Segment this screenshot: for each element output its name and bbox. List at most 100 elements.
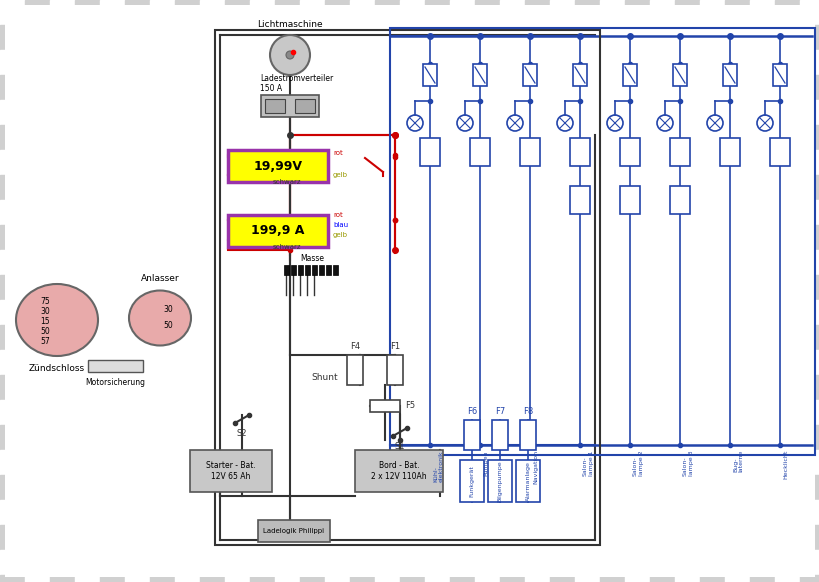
Bar (574, 250, 600, 275)
Bar (724, 0, 749, 25)
Bar (274, 475, 300, 500)
Bar (300, 200, 324, 225)
Bar (300, 525, 324, 550)
Bar (75, 350, 100, 375)
Bar (424, 250, 450, 275)
Bar (75, 150, 100, 175)
Bar (75, 500, 100, 525)
Bar (224, 550, 250, 575)
Bar (75, 250, 100, 275)
Bar (699, 450, 724, 475)
Bar (799, 150, 819, 175)
Bar (224, 375, 250, 400)
Bar (400, 225, 424, 250)
Bar (50, 0, 75, 25)
Bar (574, 300, 600, 325)
Bar (124, 350, 150, 375)
Bar (500, 550, 524, 575)
Bar (500, 525, 524, 550)
Bar (474, 50, 500, 75)
Bar (699, 100, 724, 125)
Bar (649, 50, 674, 75)
Bar (649, 325, 674, 350)
Bar (350, 300, 374, 325)
Bar (350, 450, 374, 475)
Bar (574, 100, 600, 125)
Bar (424, 0, 450, 25)
Bar (600, 475, 624, 500)
Bar (75, 125, 100, 150)
Bar (25, 125, 50, 150)
Bar (674, 200, 699, 225)
Ellipse shape (16, 284, 98, 356)
Bar (324, 300, 350, 325)
Bar (749, 150, 774, 175)
Bar (749, 50, 774, 75)
Bar (274, 250, 300, 275)
Text: Pumpen: Pumpen (482, 450, 487, 475)
Bar (150, 450, 174, 475)
Bar (574, 325, 600, 350)
Bar (699, 200, 724, 225)
Bar (25, 575, 50, 582)
Bar (400, 475, 424, 500)
Bar (473, 64, 486, 86)
Bar (174, 325, 200, 350)
Bar (0, 150, 25, 175)
Bar (569, 186, 590, 214)
Bar (200, 425, 224, 450)
Bar (450, 75, 474, 100)
Text: schwarz: schwarz (273, 244, 301, 250)
Bar (274, 550, 300, 575)
Bar (424, 50, 450, 75)
Bar (100, 250, 124, 275)
Bar (250, 275, 274, 300)
Bar (724, 400, 749, 425)
Bar (50, 575, 75, 582)
Bar (674, 375, 699, 400)
Bar (474, 100, 500, 125)
Bar (50, 325, 75, 350)
Bar (699, 125, 724, 150)
Bar (674, 425, 699, 450)
Bar (200, 450, 224, 475)
Bar (624, 375, 649, 400)
Bar (474, 575, 500, 582)
Bar (75, 425, 100, 450)
Bar (400, 175, 424, 200)
Bar (699, 175, 724, 200)
Bar (450, 575, 474, 582)
Bar (574, 50, 600, 75)
Bar (550, 550, 574, 575)
Bar (469, 138, 490, 166)
Bar (300, 475, 324, 500)
Bar (350, 425, 374, 450)
Bar (600, 450, 624, 475)
Bar (474, 350, 500, 375)
Text: gelb: gelb (333, 172, 347, 178)
Bar (724, 150, 749, 175)
Bar (749, 550, 774, 575)
Bar (50, 475, 75, 500)
Bar (374, 375, 400, 400)
Bar (624, 50, 649, 75)
Bar (75, 75, 100, 100)
Bar (774, 50, 799, 75)
Bar (224, 425, 250, 450)
Bar (374, 475, 400, 500)
Bar (374, 150, 400, 175)
Bar (350, 175, 374, 200)
Bar (200, 250, 224, 275)
Bar (0, 425, 25, 450)
Bar (25, 0, 50, 25)
Bar (774, 75, 799, 100)
Bar (355, 450, 442, 492)
Bar (699, 400, 724, 425)
Bar (400, 400, 424, 425)
Bar (491, 420, 508, 450)
Bar (174, 200, 200, 225)
Bar (305, 265, 310, 275)
Bar (474, 325, 500, 350)
Bar (550, 375, 574, 400)
Bar (400, 425, 424, 450)
